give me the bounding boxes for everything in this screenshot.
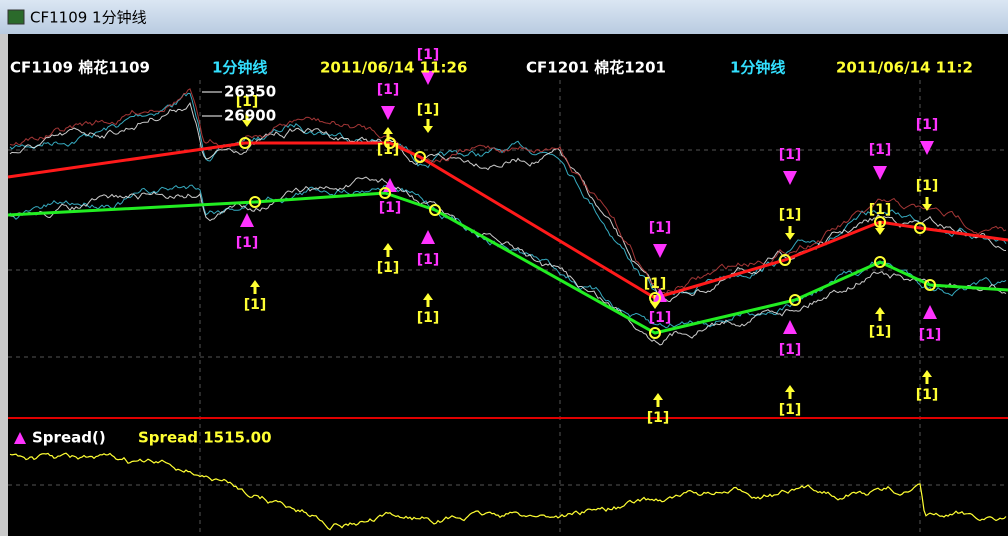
price-series — [9, 184, 1007, 329]
signal-triangle — [783, 171, 797, 185]
price-lines — [9, 88, 1007, 346]
signal-point — [379, 187, 391, 199]
signal-arrow — [242, 120, 252, 127]
indicator-icon — [14, 432, 26, 444]
title-bar — [0, 0, 1008, 34]
price-label: 26900 — [224, 107, 276, 125]
signal-label: [1] — [649, 220, 672, 236]
signal-triangle — [421, 230, 435, 244]
signal-label: [1] — [236, 94, 259, 110]
left-period: 1分钟线 — [212, 59, 267, 77]
signal-label: [1] — [919, 327, 942, 343]
spread-line — [9, 452, 1007, 531]
signal-point — [249, 196, 261, 208]
indicator-label: Spread 1515.00 — [138, 429, 272, 447]
signal-point — [649, 292, 661, 304]
signal-label: [1] — [649, 310, 672, 326]
signal-triangle — [920, 141, 934, 155]
signal-point — [239, 137, 251, 149]
signal-label: [1] — [236, 235, 259, 251]
left-time: 2011/06/14 11:26 — [320, 59, 467, 77]
right-time: 2011/06/14 11:2 — [836, 59, 973, 77]
signal-triangle — [923, 305, 937, 319]
chart-area — [8, 34, 1008, 536]
signal-label: [1] — [869, 142, 892, 158]
signal-point — [874, 256, 886, 268]
signal-label: [1] — [916, 178, 939, 194]
signal-arrow — [383, 243, 393, 250]
signal-label: [1] — [916, 387, 939, 403]
signal-point — [789, 294, 801, 306]
right-period: 1分钟线 — [730, 59, 785, 77]
price-series — [9, 92, 1007, 302]
window-title: CF1109 1分钟线 — [30, 9, 147, 27]
signal-label: [1] — [647, 410, 670, 426]
signal-arrow — [875, 307, 885, 314]
signal-label: [1] — [779, 342, 802, 358]
signal-point — [384, 137, 396, 149]
signal-triangle — [873, 166, 887, 180]
grid — [8, 80, 1008, 536]
signal-point — [649, 327, 661, 339]
signal-arrow — [922, 204, 932, 211]
signal-label: [1] — [417, 47, 440, 63]
signal-triangle — [381, 106, 395, 120]
signal-label: [1] — [417, 252, 440, 268]
green-trend-line — [7, 191, 1008, 335]
signal-point — [924, 279, 936, 291]
right-symbol: CF1201 棉花1201 — [526, 59, 666, 77]
signal-label: [1] — [779, 402, 802, 418]
signal-label: [1] — [244, 297, 267, 313]
signal-label: [1] — [417, 310, 440, 326]
signal-label: [1] — [779, 147, 802, 163]
price-series — [9, 176, 1007, 346]
signal-label: [1] — [916, 117, 939, 133]
signal-label: [1] — [869, 202, 892, 218]
signal-arrow — [875, 228, 885, 235]
signal-label: [1] — [377, 82, 400, 98]
signal-label: [1] — [869, 324, 892, 340]
signal-arrow — [785, 385, 795, 392]
left-symbol: CF1109 棉花1109 — [10, 59, 150, 77]
left-border — [0, 34, 8, 536]
signal-arrow — [423, 126, 433, 133]
signal-triangle — [240, 213, 254, 227]
signal-label: [1] — [644, 276, 667, 292]
signal-triangle — [783, 320, 797, 334]
signal-label: [1] — [377, 142, 400, 158]
signal-arrow — [250, 280, 260, 287]
signal-point — [874, 216, 886, 228]
signal-triangle — [653, 244, 667, 258]
signal-point — [779, 254, 791, 266]
signal-arrow — [650, 302, 660, 309]
signal-label: [1] — [417, 102, 440, 118]
indicator-name: Spread() — [32, 429, 106, 447]
price-series — [9, 101, 1007, 303]
signal-point — [914, 222, 926, 234]
price-series — [9, 88, 1007, 295]
signal-arrow — [383, 127, 393, 134]
app-icon — [7, 9, 25, 25]
signal-arrow — [653, 393, 663, 400]
signal-point — [414, 151, 426, 163]
signal-markers: [1] [1] [1] [1] [1] [1] [1] [1] [1] [1] [1] [1] [1] [… — [236, 47, 942, 426]
signal-triangle — [421, 71, 435, 85]
signal-point — [429, 204, 441, 216]
signal-arrow — [785, 233, 795, 240]
signal-arrow — [922, 370, 932, 377]
signal-label: [1] — [377, 260, 400, 276]
signal-arrow — [423, 293, 433, 300]
signal-label: [1] — [779, 207, 802, 223]
signal-label: [1] — [379, 200, 402, 216]
price-label: 26350 — [224, 83, 276, 101]
